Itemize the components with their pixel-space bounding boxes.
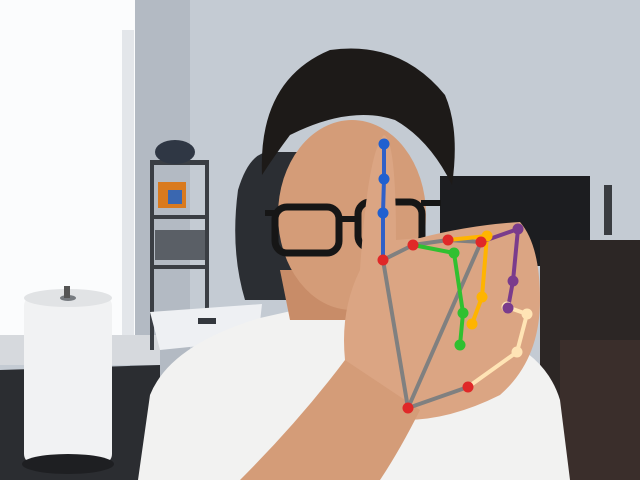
landmark-pinky-tip bbox=[502, 302, 514, 314]
landmark-thumb-ip bbox=[521, 308, 533, 320]
connection-wrist-pinky-mcp bbox=[406, 240, 483, 410]
person-hair bbox=[261, 48, 455, 185]
landmark-index-pip bbox=[377, 207, 389, 219]
connection-index-mcp-middle-mcp bbox=[381, 243, 415, 262]
landmark-middle-dip bbox=[457, 307, 469, 319]
landmark-ring-mcp bbox=[442, 234, 454, 246]
window-frame bbox=[122, 30, 134, 350]
connection-middle-pip-middle-dip bbox=[452, 251, 465, 315]
connection-index-pip-index-dip bbox=[381, 177, 386, 215]
landmark-ring-tip bbox=[466, 318, 478, 330]
hand-landmarks bbox=[377, 138, 533, 414]
landmark-index-dip bbox=[378, 173, 390, 185]
landmark-pinky-pip bbox=[512, 223, 524, 235]
connection-ring-pip-ring-dip bbox=[480, 234, 489, 299]
landmark-index-tip bbox=[378, 138, 390, 150]
landmark-thumb-cmc bbox=[462, 381, 474, 393]
connection-pinky-pip-pinky-dip bbox=[511, 227, 520, 283]
landmark-index-mcp bbox=[377, 254, 389, 266]
forearm bbox=[240, 360, 420, 480]
landmark-pinky-mcp bbox=[475, 236, 487, 248]
connection-wrist-thumb-cmc bbox=[406, 385, 470, 410]
landmark-ring-dip bbox=[476, 291, 488, 303]
landmark-wrist bbox=[402, 402, 414, 414]
connection-middle-mcp-middle-pip bbox=[411, 243, 456, 255]
connection-thumb-cmc-thumb-mcp bbox=[466, 350, 519, 389]
hand-connections bbox=[381, 142, 529, 410]
landmark-middle-tip bbox=[454, 339, 466, 351]
landmark-middle-pip bbox=[448, 247, 460, 259]
landmark-thumb-mcp bbox=[511, 346, 523, 358]
hand bbox=[344, 135, 540, 420]
lamp bbox=[604, 185, 612, 235]
paper-towel-roll bbox=[22, 286, 114, 474]
connection-wrist-index-mcp bbox=[381, 258, 410, 410]
couch-arm bbox=[560, 340, 640, 480]
storage-rack bbox=[150, 140, 209, 350]
landmark-middle-mcp bbox=[407, 239, 419, 251]
window bbox=[0, 0, 135, 340]
connection-thumb-mcp-thumb-ip bbox=[515, 312, 529, 354]
landmark-pinky-dip bbox=[507, 275, 519, 287]
